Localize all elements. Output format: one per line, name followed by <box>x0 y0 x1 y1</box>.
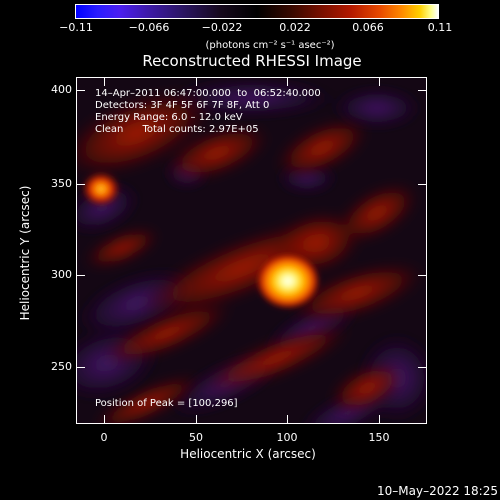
colorbar-units: (photons cm⁻² s⁻¹ asec⁻²) <box>205 40 335 51</box>
x-tick-mark <box>379 78 380 86</box>
colorbar <box>75 4 439 19</box>
generation-timestamp: 10–May–2022 18:25 <box>376 484 498 498</box>
plot-title: Reconstructed RHESSI Image <box>142 52 362 70</box>
y-tick-mark <box>77 184 85 185</box>
y-tick-mark <box>418 275 426 276</box>
x-tick-mark <box>379 415 380 423</box>
x-tick-mark <box>287 415 288 423</box>
y-tick-mark <box>77 90 85 91</box>
y-tick-mark <box>77 275 85 276</box>
x-tick-mark <box>196 415 197 423</box>
x-tick-label: 100 <box>276 431 298 444</box>
x-tick-label: 50 <box>189 431 203 444</box>
y-tick-mark <box>418 367 426 368</box>
main-source <box>256 253 320 309</box>
y-tick-mark <box>418 184 426 185</box>
x-tick-mark <box>104 78 105 86</box>
colorbar-tick-label: 0.066 <box>352 21 384 34</box>
emission-peaks <box>81 171 320 309</box>
y-tick-mark <box>418 90 426 91</box>
x-tick-mark <box>196 78 197 86</box>
y-tick-label: 350 <box>51 177 72 190</box>
colorbar-tick-label: −0.066 <box>128 21 170 34</box>
x-tick-label: 150 <box>368 431 390 444</box>
y-tick-mark <box>77 367 85 368</box>
image-plot-area: 14–Apr–2011 06:47:00.000 to 06:52:40.000… <box>76 77 427 424</box>
annotation-energy-range: Energy Range: 6.0 – 12.0 keV <box>95 112 243 123</box>
annotation-detectors: Detectors: 3F 4F 5F 6F 7F 8F, Att 0 <box>95 100 270 111</box>
annotation-time-range: 14–Apr–2011 06:47:00.000 to 06:52:40.000 <box>95 88 321 99</box>
annotation-clean-counts: Clean Total counts: 2.97E+05 <box>95 124 259 135</box>
y-tick-label: 300 <box>51 268 72 281</box>
x-tick-mark <box>104 415 105 423</box>
heatmap-image <box>77 78 426 423</box>
x-axis-title: Heliocentric X (arcsec) <box>180 447 316 461</box>
annotation-peak-position: Position of Peak = [100,296] <box>95 398 238 409</box>
colorbar-tick-label: −0.022 <box>201 21 243 34</box>
y-tick-label: 400 <box>51 83 72 96</box>
x-tick-label: 0 <box>100 431 108 444</box>
y-tick-label: 250 <box>51 360 72 373</box>
x-tick-mark <box>287 78 288 86</box>
colorbar-tick-label: −0.11 <box>59 21 93 34</box>
y-axis-title: Heliocentric Y (arcsec) <box>18 185 32 321</box>
secondary-source <box>81 171 121 207</box>
colorbar-tick-label: 0.11 <box>427 21 453 34</box>
colorbar-tick-label: 0.022 <box>279 21 311 34</box>
